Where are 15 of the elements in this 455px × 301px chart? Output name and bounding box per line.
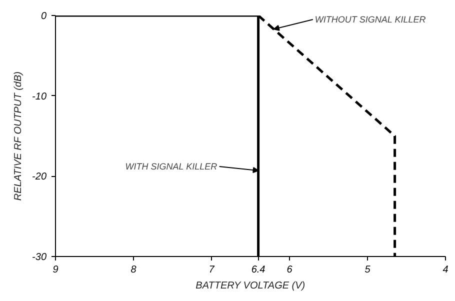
y-tick-label: -30	[32, 252, 47, 263]
x-tick-label: 6	[286, 264, 293, 276]
x-tick-label: 7	[208, 264, 215, 276]
x-tick-label: 4	[442, 264, 449, 276]
annotation: WITHOUT SIGNAL KILLER	[314, 14, 426, 25]
x-axis-title: BATTERY VOLTAGE (V)	[196, 280, 306, 292]
x-tick-label: 9	[52, 264, 59, 276]
annotation: WITH SIGNAL KILLER	[125, 162, 218, 172]
x-tick-label: 5	[364, 264, 371, 276]
y-tick-label: 0	[40, 11, 47, 22]
y-tick-label: -10	[32, 91, 47, 102]
x-tick-label: 8	[130, 264, 137, 276]
y-axis-title: RELATIVE RF OUTPUT (dB)	[13, 72, 24, 201]
x-tick-label: 6.4	[251, 264, 266, 276]
y-tick-label: -20	[32, 172, 47, 183]
